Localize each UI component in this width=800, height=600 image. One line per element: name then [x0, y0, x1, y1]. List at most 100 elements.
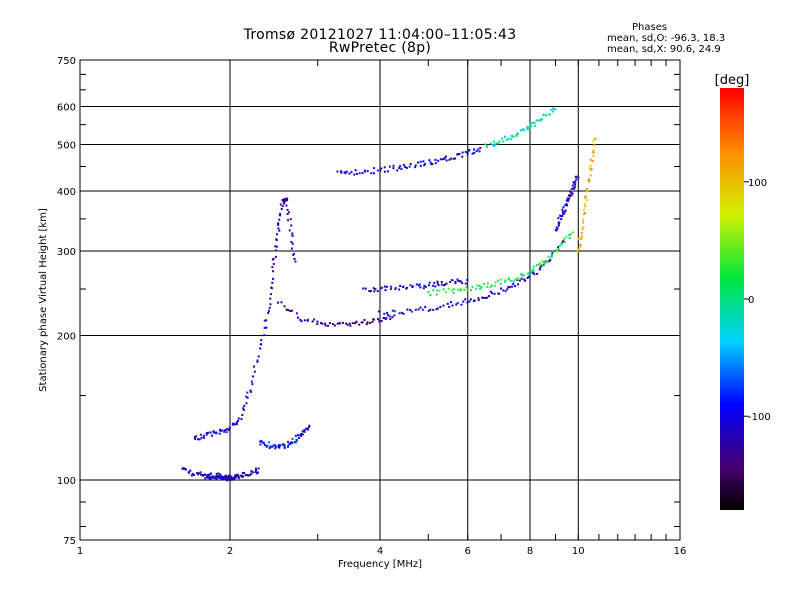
- data-point: [566, 198, 569, 201]
- data-point: [366, 170, 369, 173]
- data-point: [450, 157, 453, 160]
- data-point: [528, 126, 531, 129]
- data-point: [464, 282, 467, 285]
- data-point: [582, 221, 585, 224]
- data-point: [490, 284, 493, 287]
- data-point: [588, 181, 591, 184]
- data-point: [584, 196, 587, 199]
- data-point: [436, 282, 439, 285]
- data-point: [289, 442, 292, 445]
- data-point: [376, 318, 379, 321]
- data-point: [435, 293, 438, 296]
- data-point: [285, 199, 288, 202]
- x-tick-label: 16: [674, 546, 687, 557]
- data-point: [205, 432, 208, 435]
- data-point: [510, 138, 513, 141]
- data-point: [209, 431, 212, 434]
- data-point: [402, 312, 405, 315]
- data-point: [436, 280, 439, 283]
- data-point: [220, 475, 223, 478]
- data-point: [561, 210, 564, 213]
- data-point: [411, 286, 414, 289]
- data-point: [195, 435, 198, 438]
- data-point: [275, 245, 278, 248]
- data-point: [424, 285, 427, 288]
- data-point: [303, 429, 306, 432]
- data-point: [301, 433, 304, 436]
- data-point: [568, 234, 571, 237]
- data-point: [505, 138, 508, 141]
- data-point: [592, 155, 595, 158]
- data-point: [580, 231, 583, 234]
- data-point: [277, 446, 280, 449]
- data-point: [218, 428, 221, 431]
- data-point: [512, 280, 515, 283]
- data-point: [319, 321, 322, 324]
- data-point: [268, 306, 271, 309]
- data-point: [591, 159, 594, 162]
- data-point: [498, 140, 501, 143]
- data-point: [369, 290, 372, 293]
- data-point: [571, 192, 574, 195]
- data-point: [454, 282, 457, 285]
- data-point: [199, 433, 202, 436]
- data-point: [415, 283, 418, 286]
- data-point: [575, 178, 578, 181]
- data-point: [442, 288, 445, 291]
- data-point: [592, 151, 595, 154]
- data-point: [326, 324, 329, 327]
- data-point: [203, 436, 206, 439]
- data-point: [271, 266, 274, 269]
- data-point: [588, 179, 591, 182]
- data-point: [539, 118, 542, 121]
- data-point: [380, 320, 383, 323]
- x-tick-label: 10: [572, 546, 585, 557]
- phase-x-stats: mean, sd,X: 90.6, 24.9: [607, 44, 721, 55]
- data-point: [204, 477, 207, 480]
- data-point: [586, 199, 589, 202]
- data-point: [497, 292, 500, 295]
- data-point: [217, 476, 220, 479]
- data-point: [392, 164, 395, 167]
- data-point: [436, 289, 439, 292]
- data-point: [384, 289, 387, 292]
- data-point: [433, 281, 436, 284]
- data-point: [406, 308, 409, 311]
- data-point: [275, 445, 278, 448]
- data-point: [228, 427, 231, 430]
- data-point: [436, 307, 439, 310]
- data-point: [290, 309, 293, 312]
- data-point: [562, 213, 565, 216]
- data-point: [594, 137, 597, 140]
- data-point: [529, 123, 532, 126]
- data-point: [466, 153, 469, 156]
- data-point: [475, 149, 478, 152]
- data-point: [237, 476, 240, 479]
- data-point: [379, 169, 382, 172]
- data-point: [427, 309, 430, 312]
- data-point: [213, 476, 216, 479]
- data-point: [573, 182, 576, 185]
- data-point: [196, 472, 199, 475]
- data-point: [286, 199, 289, 202]
- data-point: [563, 237, 566, 240]
- data-point: [271, 281, 274, 284]
- data-point: [308, 426, 311, 429]
- data-point: [297, 433, 300, 436]
- data-point: [539, 266, 542, 269]
- data-point: [533, 124, 536, 127]
- data-point: [540, 119, 543, 122]
- data-point: [267, 309, 270, 312]
- data-point: [349, 324, 352, 327]
- data-point: [291, 234, 294, 237]
- data-point: [533, 273, 536, 276]
- data-point: [532, 269, 535, 272]
- data-point: [469, 298, 472, 301]
- data-point: [217, 472, 220, 475]
- data-point: [431, 284, 434, 287]
- data-point: [516, 278, 519, 281]
- data-point: [398, 167, 401, 170]
- data-point: [283, 202, 286, 205]
- data-point: [292, 253, 295, 256]
